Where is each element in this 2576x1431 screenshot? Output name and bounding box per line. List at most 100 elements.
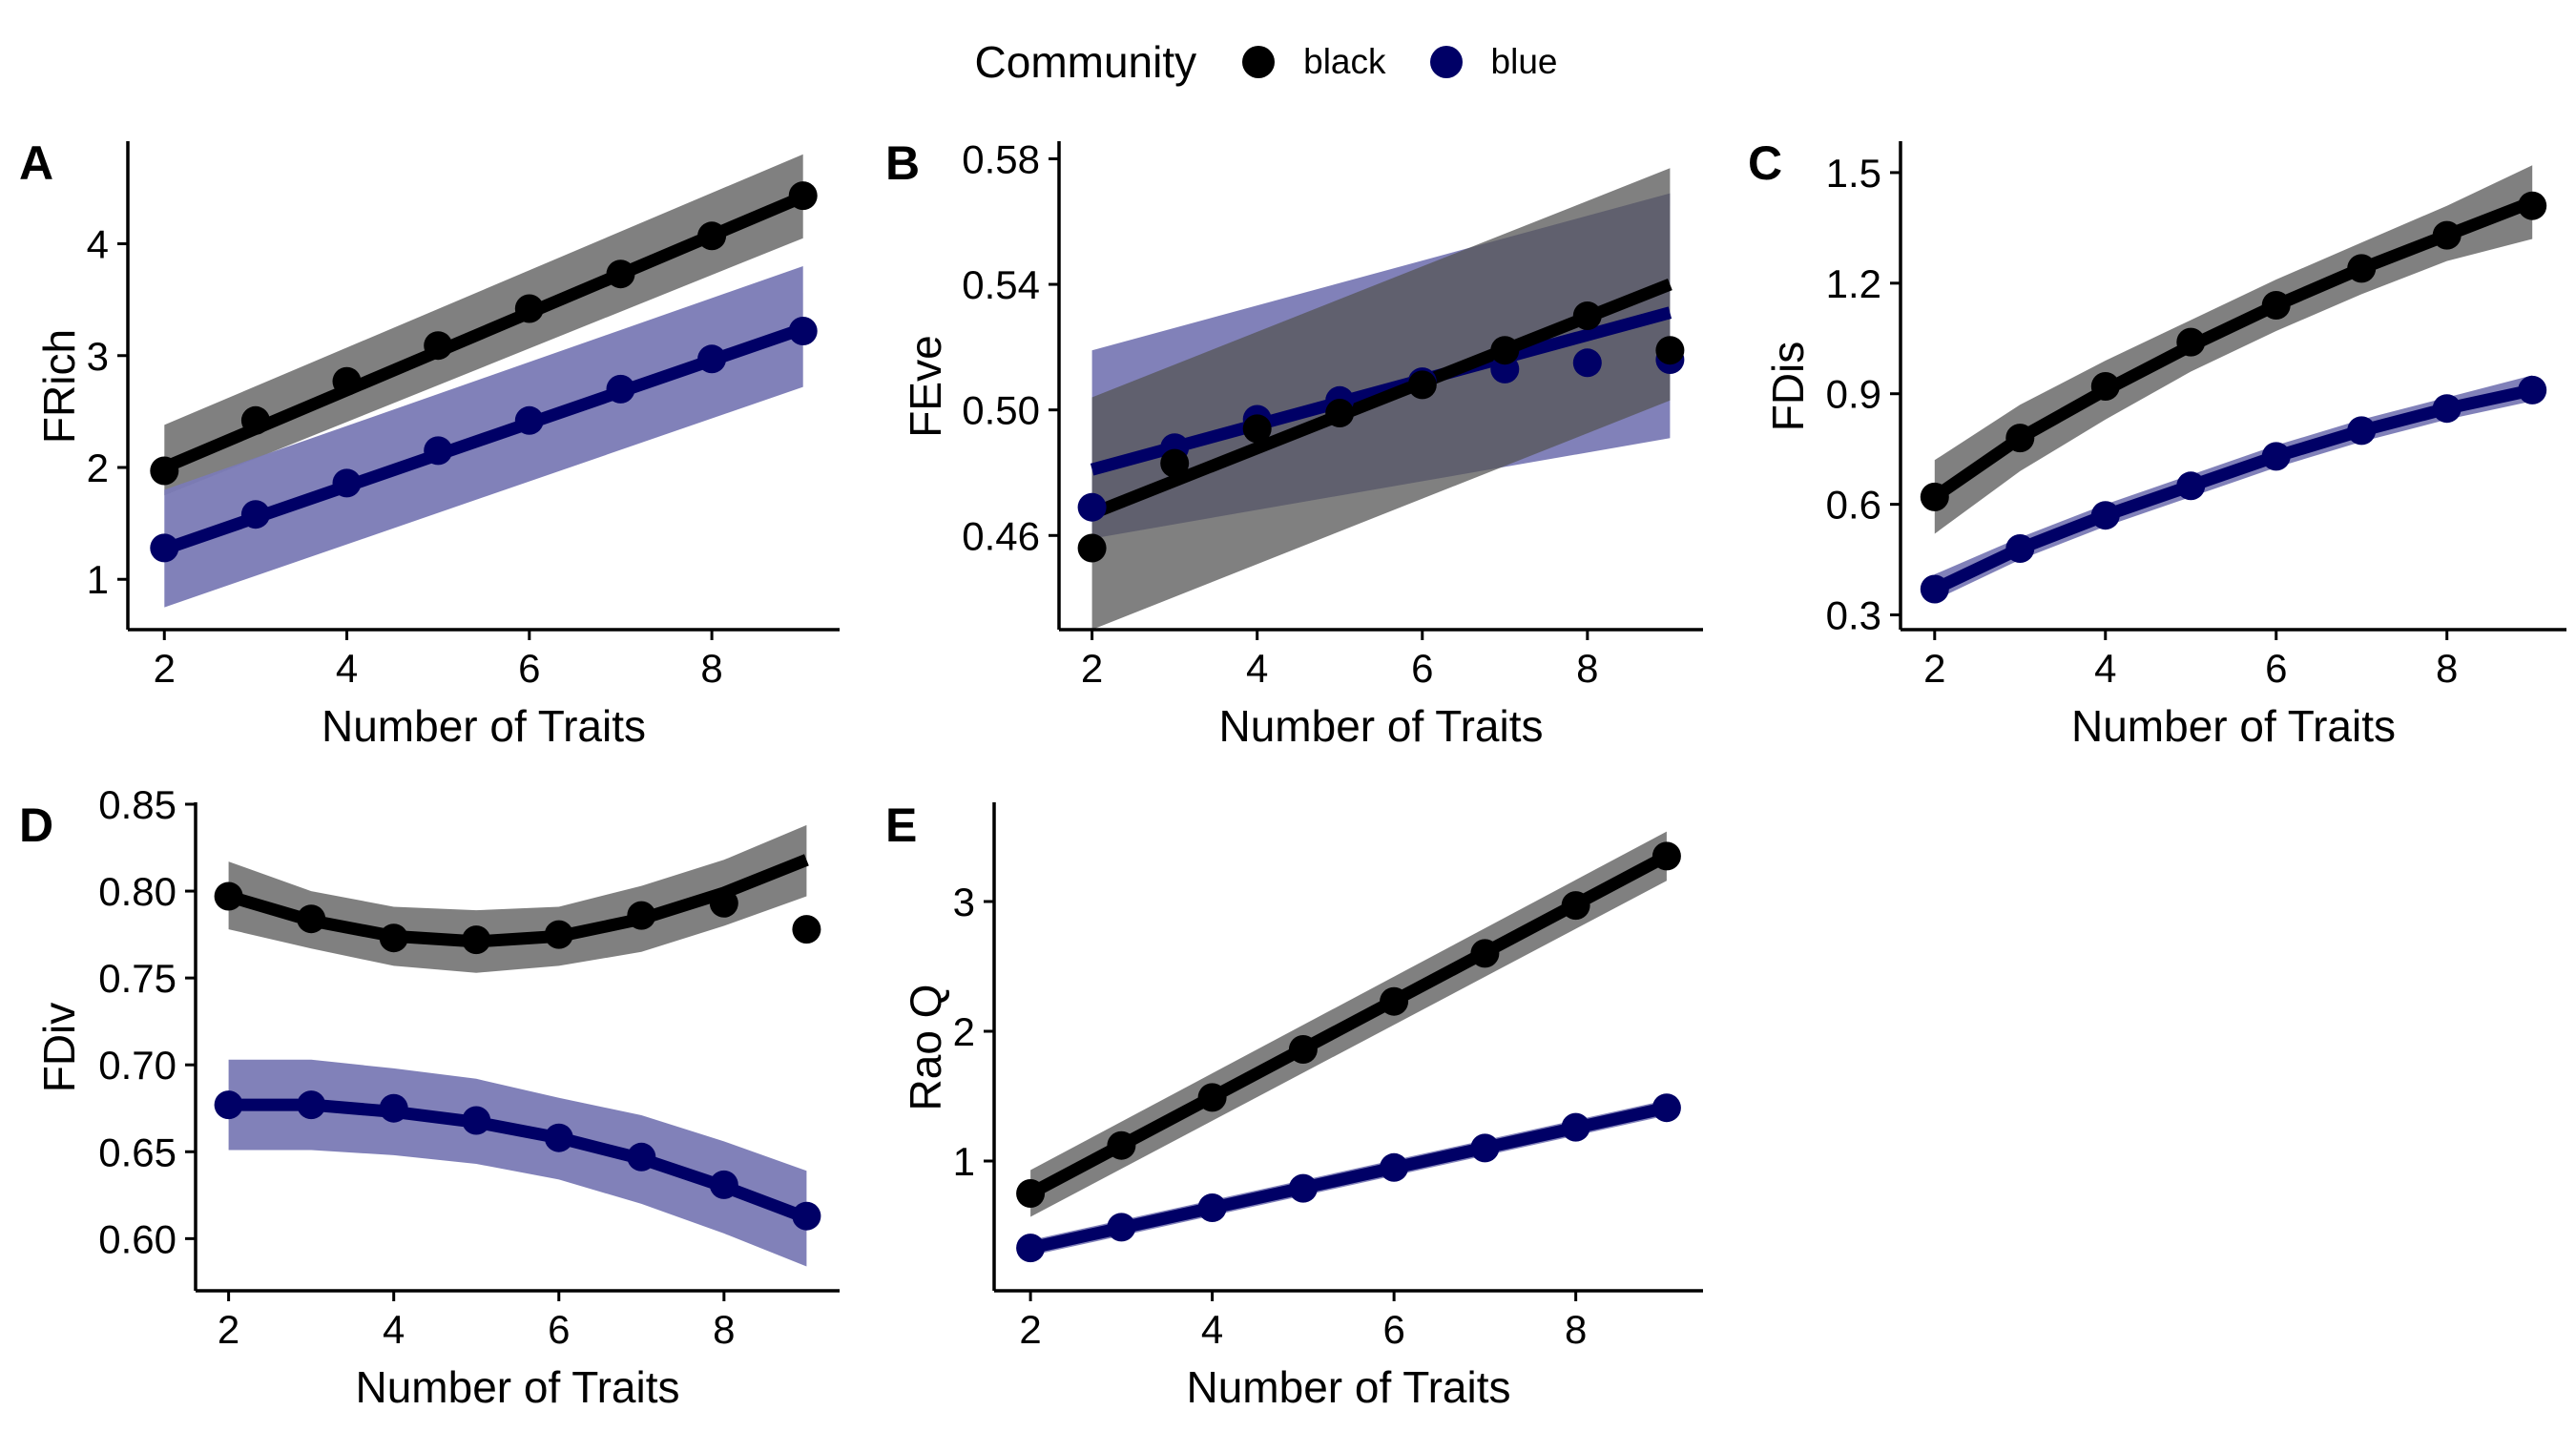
y-tick-label: 1	[87, 557, 109, 602]
y-axis-title: FDis	[1763, 342, 1813, 432]
data-point-black	[606, 259, 635, 289]
data-point-blue	[424, 436, 453, 466]
data-point-black	[1325, 399, 1355, 427]
x-tick-label: 4	[336, 646, 358, 691]
data-point-black	[297, 904, 326, 934]
data-point-blue	[792, 1201, 821, 1231]
data-point-black	[2176, 327, 2206, 357]
legend-item-blue: blue	[1429, 42, 1558, 82]
data-point-black	[2005, 424, 2035, 453]
x-tick-label: 8	[700, 646, 722, 691]
confidence-band-blue	[228, 1059, 807, 1267]
data-point-blue	[462, 1106, 491, 1135]
data-point-black	[1655, 336, 1685, 365]
x-tick-label: 8	[1565, 1307, 1587, 1352]
data-point-blue	[544, 1123, 573, 1152]
data-point-blue	[606, 374, 635, 404]
confidence-band-black	[164, 154, 803, 496]
y-tick-label: 3	[87, 334, 109, 379]
data-point-black	[332, 366, 362, 396]
fit-line-black	[1931, 196, 2535, 503]
data-point-blue	[2176, 471, 2206, 501]
data-point-black	[2261, 291, 2291, 320]
data-point-blue	[627, 1142, 656, 1172]
panel-b: 2 4 6 8 0.46 0.50 0.54 0.58 Number of Traits FEve…	[885, 136, 1703, 751]
x-axis-title: Number of Traits	[322, 701, 646, 751]
data-point-blue	[788, 317, 818, 345]
data-point-blue	[1380, 1152, 1409, 1182]
legend: Community black blue	[0, 29, 2576, 95]
x-tick-label: 8	[2436, 646, 2458, 691]
data-point-blue	[1288, 1173, 1318, 1203]
x-tick-label: 2	[154, 646, 176, 691]
data-point-blue	[1561, 1112, 1590, 1142]
y-tick-label: 4	[87, 222, 109, 267]
y-tick-label: 1.2	[1826, 261, 1881, 306]
x-tick-label: 4	[383, 1307, 405, 1352]
data-point-blue	[379, 1093, 408, 1123]
legend-key-black	[1242, 46, 1276, 78]
panel-c: 2 4 6 8 0.3 0.6 0.9 1.2 1.5 Number of Traits FDis C	[1748, 136, 2566, 751]
panel-label: E	[885, 798, 917, 852]
fit-line-black	[1028, 850, 1670, 1199]
data-point-blue	[1920, 574, 1949, 604]
y-tick-label: 0.65	[98, 1130, 177, 1174]
data-point-blue	[1107, 1213, 1136, 1242]
fit-line-black	[226, 854, 809, 948]
panel-d: 2 4 6 8 0.60 0.65 0.70 0.75 0.80 0.85 Number of Tr…	[19, 782, 840, 1412]
x-tick-label: 8	[1576, 646, 1598, 691]
x-tick-label: 6	[1382, 1307, 1404, 1352]
y-tick-label: 3	[953, 880, 975, 924]
x-tick-label: 2	[1923, 646, 1945, 691]
data-point-black	[1572, 301, 1602, 330]
y-axis-title: FRich	[34, 329, 84, 444]
fit-line-blue	[1932, 384, 2534, 595]
y-axis-title: Rao Q	[901, 985, 950, 1111]
fit-line-blue	[1090, 306, 1672, 476]
data-point-blue	[1016, 1234, 1046, 1263]
legend-label-blue: blue	[1490, 42, 1558, 81]
data-point-black	[627, 901, 656, 930]
panel-e: 2 4 6 8 1 2 3 Number of Traits Rao Q E	[885, 798, 1703, 1412]
data-point-blue	[1572, 348, 1602, 378]
x-tick-label: 2	[218, 1307, 239, 1352]
data-point-black	[792, 915, 821, 944]
data-point-blue	[697, 344, 727, 374]
data-point-black	[1288, 1035, 1318, 1064]
x-axis-title: Number of Traits	[356, 1362, 680, 1412]
x-tick-label: 6	[2265, 646, 2287, 691]
data-point-black	[2432, 220, 2462, 250]
data-point-blue	[150, 533, 179, 563]
data-point-black	[1197, 1083, 1227, 1112]
data-point-black	[1490, 336, 1520, 365]
y-tick-label: 0.70	[98, 1043, 177, 1088]
panel-label: D	[19, 798, 53, 852]
data-point-blue	[214, 1090, 243, 1120]
legend-title: Community	[974, 37, 1197, 87]
data-point-blue	[2432, 394, 2462, 424]
data-point-blue	[2261, 442, 2291, 471]
y-tick-label: 1.5	[1826, 151, 1881, 196]
data-point-blue	[240, 500, 270, 529]
data-point-blue	[2090, 501, 2120, 530]
x-axis-title: Number of Traits	[1219, 701, 1544, 751]
panel-label: C	[1748, 136, 1782, 190]
data-point-blue	[297, 1090, 326, 1120]
data-point-blue	[514, 405, 544, 435]
data-point-black	[514, 294, 544, 323]
data-point-black	[788, 181, 818, 211]
legend-label-black: black	[1303, 42, 1386, 81]
y-tick-label: 0.3	[1826, 593, 1881, 638]
data-point-blue	[1470, 1133, 1500, 1163]
y-tick-label: 0.54	[962, 262, 1040, 307]
x-tick-label: 4	[1201, 1307, 1223, 1352]
data-point-black	[1242, 414, 1272, 444]
y-tick-label: 0.50	[962, 388, 1040, 433]
data-point-black	[1107, 1130, 1136, 1160]
data-point-black	[709, 888, 738, 918]
data-point-black	[150, 456, 179, 486]
data-point-black	[1380, 986, 1409, 1016]
data-point-blue	[2347, 416, 2377, 446]
